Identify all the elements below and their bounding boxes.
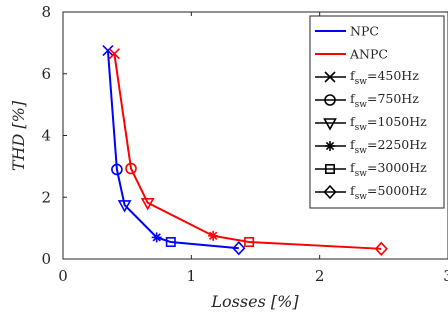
legend-label-fsw-0: fsw=450Hz <box>350 68 419 87</box>
point-anpc-2 <box>140 198 155 211</box>
point-npc-0 <box>102 45 114 57</box>
point-npc-4 <box>165 237 176 248</box>
point-npc-1 <box>111 163 123 176</box>
legend-label-fsw-3: fsw=2250Hz <box>350 137 427 156</box>
x-tick-label-3: 3 <box>443 267 448 285</box>
legend-label-value-3: =2250Hz <box>367 137 427 152</box>
y-tick-label-0: 0 <box>41 250 51 268</box>
legend-label-value-5: =5000Hz <box>367 183 427 198</box>
legend-label-sub-5: sw <box>355 192 368 202</box>
legend-label-f-4: f <box>350 160 356 175</box>
legend: NPCANPCfsw=450Hzfsw=750Hzfsw=1050Hzfsw=2… <box>309 15 445 209</box>
legend-label-npc: NPC <box>350 24 379 39</box>
point-npc-2 <box>117 200 132 213</box>
legend-marker-circle <box>324 94 336 106</box>
legend-label-fsw-5: fsw=5000Hz <box>350 183 427 202</box>
legend-label-sub-3: sw <box>355 146 368 156</box>
legend-marker-diamond <box>323 184 337 200</box>
legend-marker-square <box>324 164 335 175</box>
legend-label-f-3: f <box>350 137 356 152</box>
y-axis-label: THD [%] <box>9 100 28 171</box>
point-anpc-4 <box>244 237 255 248</box>
legend-label-sub-1: sw <box>355 100 368 110</box>
x-axis-label: Losses [%] <box>210 292 299 311</box>
legend-label-f-5: f <box>350 183 356 198</box>
point-anpc-0 <box>108 48 120 60</box>
y-tick-label-4: 8 <box>41 3 51 21</box>
x-tick-label-2: 2 <box>315 267 325 285</box>
legend-box <box>309 15 445 209</box>
x-tick-label-1: 1 <box>187 267 197 285</box>
legend-marker-star <box>325 141 335 151</box>
legend-label-value-1: =750Hz <box>367 91 419 106</box>
legend-label-f-0: f <box>350 68 356 83</box>
y-tick-label-2: 4 <box>41 127 51 145</box>
series-layer <box>102 45 388 256</box>
legend-label-sub-4: sw <box>355 169 368 179</box>
legend-label-value-0: =450Hz <box>367 68 419 83</box>
ticks-layer: 0 1 2 3 0 2 4 6 8 <box>41 3 448 285</box>
series-line-npc <box>106 50 239 250</box>
point-npc-5 <box>232 241 246 256</box>
legend-marker-triangle-down <box>323 118 337 131</box>
y-tick-label-1: 2 <box>41 188 51 206</box>
legend-label-f-2: f <box>350 114 356 129</box>
legend-label-value-2: =1050Hz <box>367 114 427 129</box>
y-tick-label-3: 6 <box>41 65 51 83</box>
legend-label-sub-2: sw <box>355 123 368 133</box>
point-anpc-1 <box>125 162 137 175</box>
point-npc-3 <box>151 232 162 243</box>
legend-label-fsw-2: fsw=1050Hz <box>350 114 427 133</box>
legend-label-anpc: ANPC <box>349 47 388 62</box>
point-anpc-5 <box>374 241 388 256</box>
legend-label-f-1: f <box>350 91 356 106</box>
legend-label-sub-0: sw <box>355 77 368 87</box>
legend-label-value-4: =3000Hz <box>367 160 427 175</box>
legend-marker-x <box>324 71 336 83</box>
legend-label-fsw-4: fsw=3000Hz <box>350 160 427 179</box>
legend-label-fsw-1: fsw=750Hz <box>350 91 419 110</box>
x-tick-label-0: 0 <box>58 267 68 285</box>
point-anpc-3 <box>208 230 219 241</box>
series-line-anpc <box>113 53 382 250</box>
